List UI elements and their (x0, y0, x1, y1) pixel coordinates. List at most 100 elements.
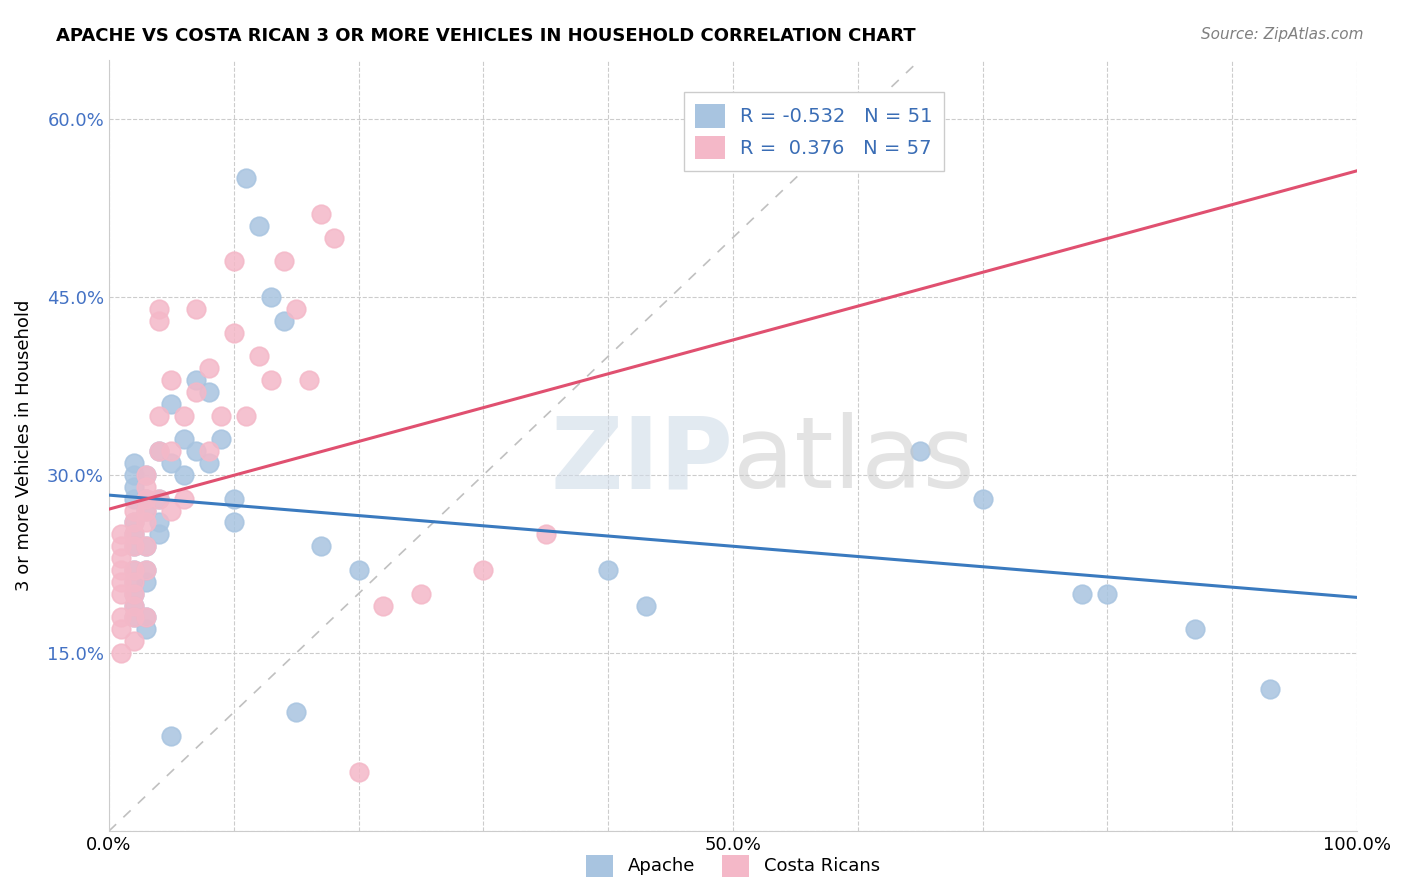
Point (122, 574, 145, 589)
Point (247, 219, 270, 233)
Point (148, 314, 170, 328)
Point (122, 599, 145, 613)
Point (122, 503, 145, 517)
Point (148, 409, 170, 423)
Text: ZIP: ZIP (550, 412, 733, 509)
Point (122, 527, 145, 541)
Point (110, 623, 132, 637)
Point (135, 574, 157, 589)
Point (122, 610, 145, 624)
Point (122, 563, 145, 577)
Point (122, 610, 145, 624)
Point (135, 480, 157, 494)
Point (222, 516, 245, 530)
Point (173, 468, 195, 483)
Legend: Apache, Costa Ricans: Apache, Costa Ricans (579, 847, 887, 884)
Text: Source: ZipAtlas.com: Source: ZipAtlas.com (1201, 27, 1364, 42)
Point (135, 610, 157, 624)
Point (148, 444, 170, 458)
Point (160, 456, 183, 470)
Point (122, 539, 145, 553)
Point (173, 433, 195, 447)
Point (122, 516, 145, 530)
Point (235, 409, 257, 423)
Point (160, 397, 183, 411)
Point (260, 373, 283, 387)
Point (222, 326, 245, 340)
Point (347, 764, 370, 779)
Text: atlas: atlas (733, 412, 974, 509)
Point (122, 468, 145, 483)
Point (122, 574, 145, 589)
Point (148, 491, 170, 506)
Point (110, 539, 132, 553)
Point (972, 491, 994, 506)
Point (285, 706, 308, 720)
Point (1071, 587, 1094, 601)
Point (135, 491, 157, 506)
Point (135, 563, 157, 577)
Point (908, 444, 931, 458)
Point (160, 373, 183, 387)
Point (122, 527, 145, 541)
Point (160, 729, 183, 743)
Point (186, 384, 208, 399)
Point (173, 491, 195, 506)
Point (135, 503, 157, 517)
Point (148, 527, 170, 541)
Point (122, 516, 145, 530)
Point (148, 301, 170, 316)
Point (110, 587, 132, 601)
Point (186, 301, 208, 316)
Point (173, 409, 195, 423)
Point (634, 599, 657, 613)
Point (110, 527, 132, 541)
Point (297, 373, 319, 387)
Point (135, 516, 157, 530)
Point (409, 587, 432, 601)
Point (472, 563, 495, 577)
Point (135, 503, 157, 517)
Point (135, 539, 157, 553)
Point (247, 349, 270, 363)
Point (209, 433, 232, 447)
Point (135, 539, 157, 553)
Point (110, 551, 132, 566)
Point (160, 503, 183, 517)
Point (122, 563, 145, 577)
Text: APACHE VS COSTA RICAN 3 OR MORE VEHICLES IN HOUSEHOLD CORRELATION CHART: APACHE VS COSTA RICAN 3 OR MORE VEHICLES… (56, 27, 915, 45)
Point (148, 444, 170, 458)
Point (1258, 681, 1281, 696)
Point (122, 599, 145, 613)
Point (235, 171, 257, 186)
Point (110, 574, 132, 589)
Y-axis label: 3 or more Vehicles in Household: 3 or more Vehicles in Household (15, 300, 32, 591)
Point (273, 254, 295, 268)
Point (110, 563, 132, 577)
Point (148, 491, 170, 506)
Point (197, 456, 219, 470)
Point (309, 539, 332, 553)
Point (186, 373, 208, 387)
Point (122, 456, 145, 470)
Point (347, 563, 370, 577)
Point (122, 634, 145, 648)
Point (135, 623, 157, 637)
Point (186, 444, 208, 458)
Point (209, 409, 232, 423)
Point (322, 230, 344, 244)
Point (135, 468, 157, 483)
Point (373, 599, 395, 613)
Point (122, 539, 145, 553)
Point (273, 314, 295, 328)
Point (285, 301, 308, 316)
Point (260, 290, 283, 304)
Point (1184, 623, 1206, 637)
Point (122, 587, 145, 601)
Point (222, 491, 245, 506)
Point (122, 491, 145, 506)
Point (110, 610, 132, 624)
Point (222, 254, 245, 268)
Point (309, 207, 332, 221)
Point (197, 384, 219, 399)
